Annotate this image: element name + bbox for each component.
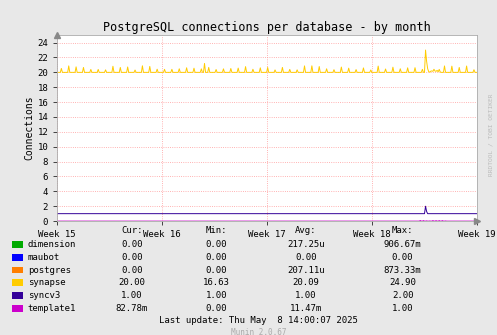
Text: 24.90: 24.90 bbox=[389, 278, 416, 287]
Text: 906.67m: 906.67m bbox=[384, 240, 421, 249]
Text: postgres: postgres bbox=[28, 266, 71, 274]
Text: Cur:: Cur: bbox=[121, 226, 143, 235]
Text: 873.33m: 873.33m bbox=[384, 266, 421, 274]
Text: 1.00: 1.00 bbox=[295, 291, 317, 300]
Text: RRDTOOL / TOBI OETIKER: RRDTOOL / TOBI OETIKER bbox=[489, 94, 494, 176]
Text: 20.09: 20.09 bbox=[292, 278, 319, 287]
Text: 0.00: 0.00 bbox=[295, 253, 317, 262]
Text: Avg:: Avg: bbox=[295, 226, 317, 235]
Text: Last update: Thu May  8 14:00:07 2025: Last update: Thu May 8 14:00:07 2025 bbox=[159, 316, 358, 325]
Text: 16.63: 16.63 bbox=[203, 278, 230, 287]
Y-axis label: Connections: Connections bbox=[24, 96, 35, 160]
Text: 20.00: 20.00 bbox=[118, 278, 145, 287]
Text: 0.00: 0.00 bbox=[205, 304, 227, 313]
Text: Min:: Min: bbox=[205, 226, 227, 235]
Text: dimension: dimension bbox=[28, 240, 76, 249]
Text: 0.00: 0.00 bbox=[392, 253, 414, 262]
Text: 82.78m: 82.78m bbox=[116, 304, 148, 313]
Text: 1.00: 1.00 bbox=[205, 291, 227, 300]
Text: 0.00: 0.00 bbox=[205, 266, 227, 274]
Text: 0.00: 0.00 bbox=[205, 253, 227, 262]
Text: 0.00: 0.00 bbox=[121, 253, 143, 262]
Text: 0.00: 0.00 bbox=[121, 240, 143, 249]
Text: synapse: synapse bbox=[28, 278, 66, 287]
Text: maubot: maubot bbox=[28, 253, 60, 262]
Text: syncv3: syncv3 bbox=[28, 291, 60, 300]
Text: 0.00: 0.00 bbox=[205, 240, 227, 249]
Text: 1.00: 1.00 bbox=[392, 304, 414, 313]
Text: 1.00: 1.00 bbox=[121, 291, 143, 300]
Text: 2.00: 2.00 bbox=[392, 291, 414, 300]
Text: Munin 2.0.67: Munin 2.0.67 bbox=[231, 328, 286, 335]
Text: template1: template1 bbox=[28, 304, 76, 313]
Text: 0.00: 0.00 bbox=[121, 266, 143, 274]
Text: 207.11u: 207.11u bbox=[287, 266, 325, 274]
Text: Max:: Max: bbox=[392, 226, 414, 235]
Text: 11.47m: 11.47m bbox=[290, 304, 322, 313]
Text: 217.25u: 217.25u bbox=[287, 240, 325, 249]
Title: PostgreSQL connections per database - by month: PostgreSQL connections per database - by… bbox=[103, 21, 431, 34]
